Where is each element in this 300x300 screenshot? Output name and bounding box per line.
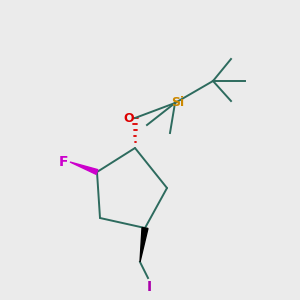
- Text: O: O: [124, 112, 134, 124]
- Text: Si: Si: [171, 97, 184, 110]
- Polygon shape: [140, 228, 148, 262]
- Polygon shape: [70, 162, 98, 174]
- Text: F: F: [59, 155, 69, 169]
- Text: I: I: [146, 280, 152, 294]
